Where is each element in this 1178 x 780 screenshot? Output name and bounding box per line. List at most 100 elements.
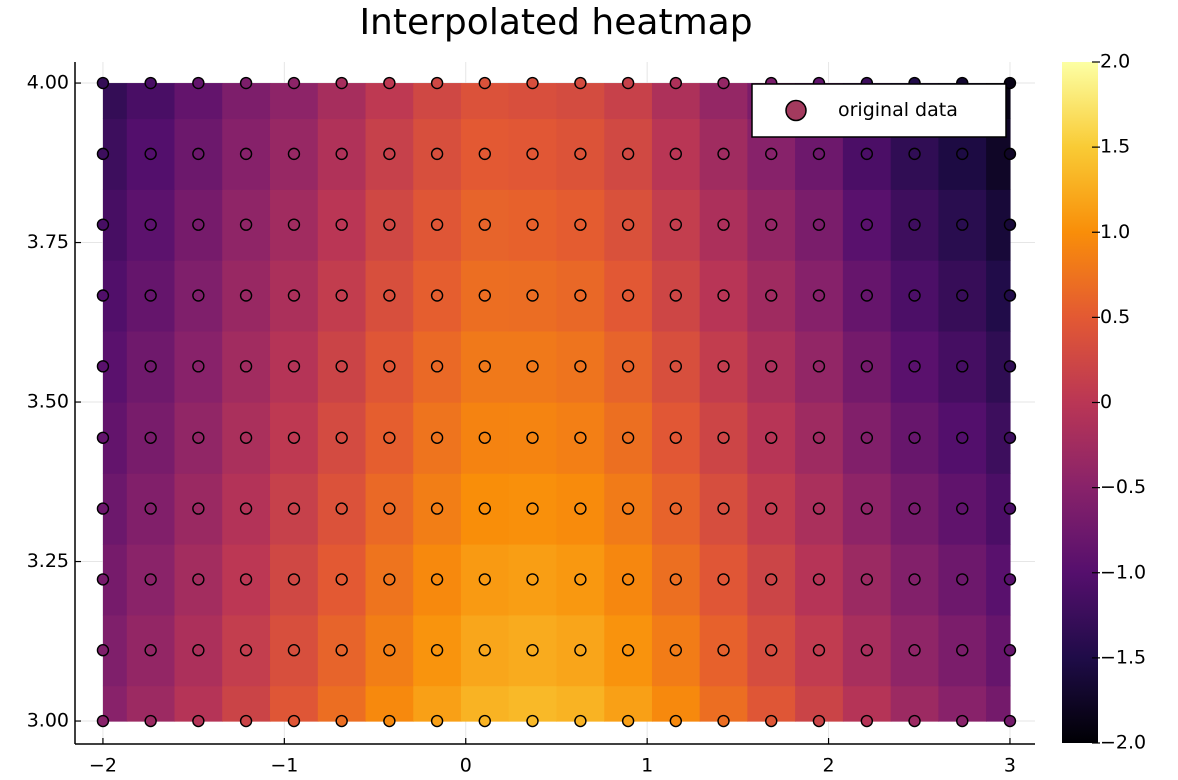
data-point (860, 502, 874, 515)
data-point (383, 76, 396, 90)
data-point (765, 218, 778, 231)
data-point (526, 644, 539, 657)
data-point (335, 360, 348, 373)
data-point (335, 431, 348, 444)
data-point (383, 431, 396, 444)
data-point (144, 573, 157, 586)
data-point (335, 644, 348, 657)
colorbar-tick-label: −1.5 (1100, 646, 1146, 668)
data-point (860, 218, 874, 231)
data-point (812, 360, 826, 373)
data-point (478, 218, 491, 231)
data-point (478, 502, 491, 515)
colorbar-tick-label: 1.0 (1100, 221, 1130, 243)
data-point (526, 573, 539, 586)
data-point (478, 147, 491, 161)
data-point (956, 431, 969, 444)
y-tick-label: 3.25 (27, 550, 69, 572)
data-point (1003, 431, 1017, 444)
data-point (192, 431, 205, 444)
data-point (812, 289, 826, 302)
data-point (526, 289, 539, 302)
data-point (383, 360, 396, 373)
data-point (812, 147, 826, 161)
data-point (669, 431, 683, 444)
data-point (621, 218, 635, 231)
colorbar-tick-label: 0.5 (1100, 306, 1130, 328)
colorbar-tick-label: 0 (1100, 391, 1112, 413)
legend-label: original data (838, 99, 958, 121)
data-point (96, 714, 110, 728)
data-point (669, 644, 683, 657)
data-point (908, 644, 921, 657)
data-point (287, 573, 301, 586)
data-point (239, 502, 253, 515)
data-point (430, 360, 444, 373)
data-point (144, 360, 157, 373)
data-point (430, 502, 444, 515)
data-point (239, 714, 253, 728)
data-point (239, 431, 253, 444)
data-point (669, 360, 683, 373)
data-point (287, 76, 301, 90)
data-point (765, 573, 778, 586)
data-point (430, 644, 444, 657)
data-point (96, 573, 110, 586)
data-point (526, 218, 539, 231)
data-point (956, 714, 969, 728)
data-point (1003, 147, 1017, 161)
colorbar-tick-label: 1.5 (1100, 136, 1130, 158)
data-point (574, 360, 587, 373)
data-point (478, 714, 491, 728)
colorbar-tick-label: −2.0 (1100, 732, 1146, 754)
data-point (1003, 218, 1017, 231)
data-point (765, 714, 778, 728)
data-point (192, 573, 205, 586)
x-tick-label: 0 (460, 755, 472, 777)
data-point (574, 502, 587, 515)
data-point (239, 644, 253, 657)
chart-title: Interpolated heatmap (359, 2, 752, 43)
data-point (956, 218, 969, 231)
data-point (383, 218, 396, 231)
data-point (956, 573, 969, 586)
data-point (860, 289, 874, 302)
data-point (765, 147, 778, 161)
data-point (287, 714, 301, 728)
data-point (717, 289, 730, 302)
data-point (96, 431, 110, 444)
data-point (669, 502, 683, 515)
data-point (956, 360, 969, 373)
data-point (574, 644, 587, 657)
data-point (287, 218, 301, 231)
data-point (908, 289, 921, 302)
data-point (717, 218, 730, 231)
data-point (574, 147, 587, 161)
data-point (383, 573, 396, 586)
data-point (239, 289, 253, 302)
data-point (908, 502, 921, 515)
data-point (812, 431, 826, 444)
colorbar-tick-label: −1.0 (1100, 561, 1146, 583)
data-point (192, 76, 205, 90)
x-tick-label: 1 (641, 755, 653, 777)
heatmap-cell (986, 685, 1011, 722)
data-point (287, 360, 301, 373)
data-point (383, 289, 396, 302)
data-point (239, 360, 253, 373)
data-point (621, 147, 635, 161)
data-point (335, 714, 348, 728)
data-point (574, 714, 587, 728)
data-point (192, 360, 205, 373)
data-point (908, 218, 921, 231)
data-point (192, 289, 205, 302)
data-point (430, 289, 444, 302)
data-point (192, 147, 205, 161)
data-point (621, 360, 635, 373)
data-point (765, 502, 778, 515)
data-point (1003, 289, 1017, 302)
data-point (287, 644, 301, 657)
x-tick-label: 3 (1004, 755, 1016, 777)
heatmap-cell (102, 83, 128, 120)
